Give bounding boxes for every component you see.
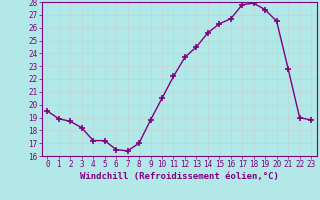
X-axis label: Windchill (Refroidissement éolien,°C): Windchill (Refroidissement éolien,°C) [80,172,279,181]
